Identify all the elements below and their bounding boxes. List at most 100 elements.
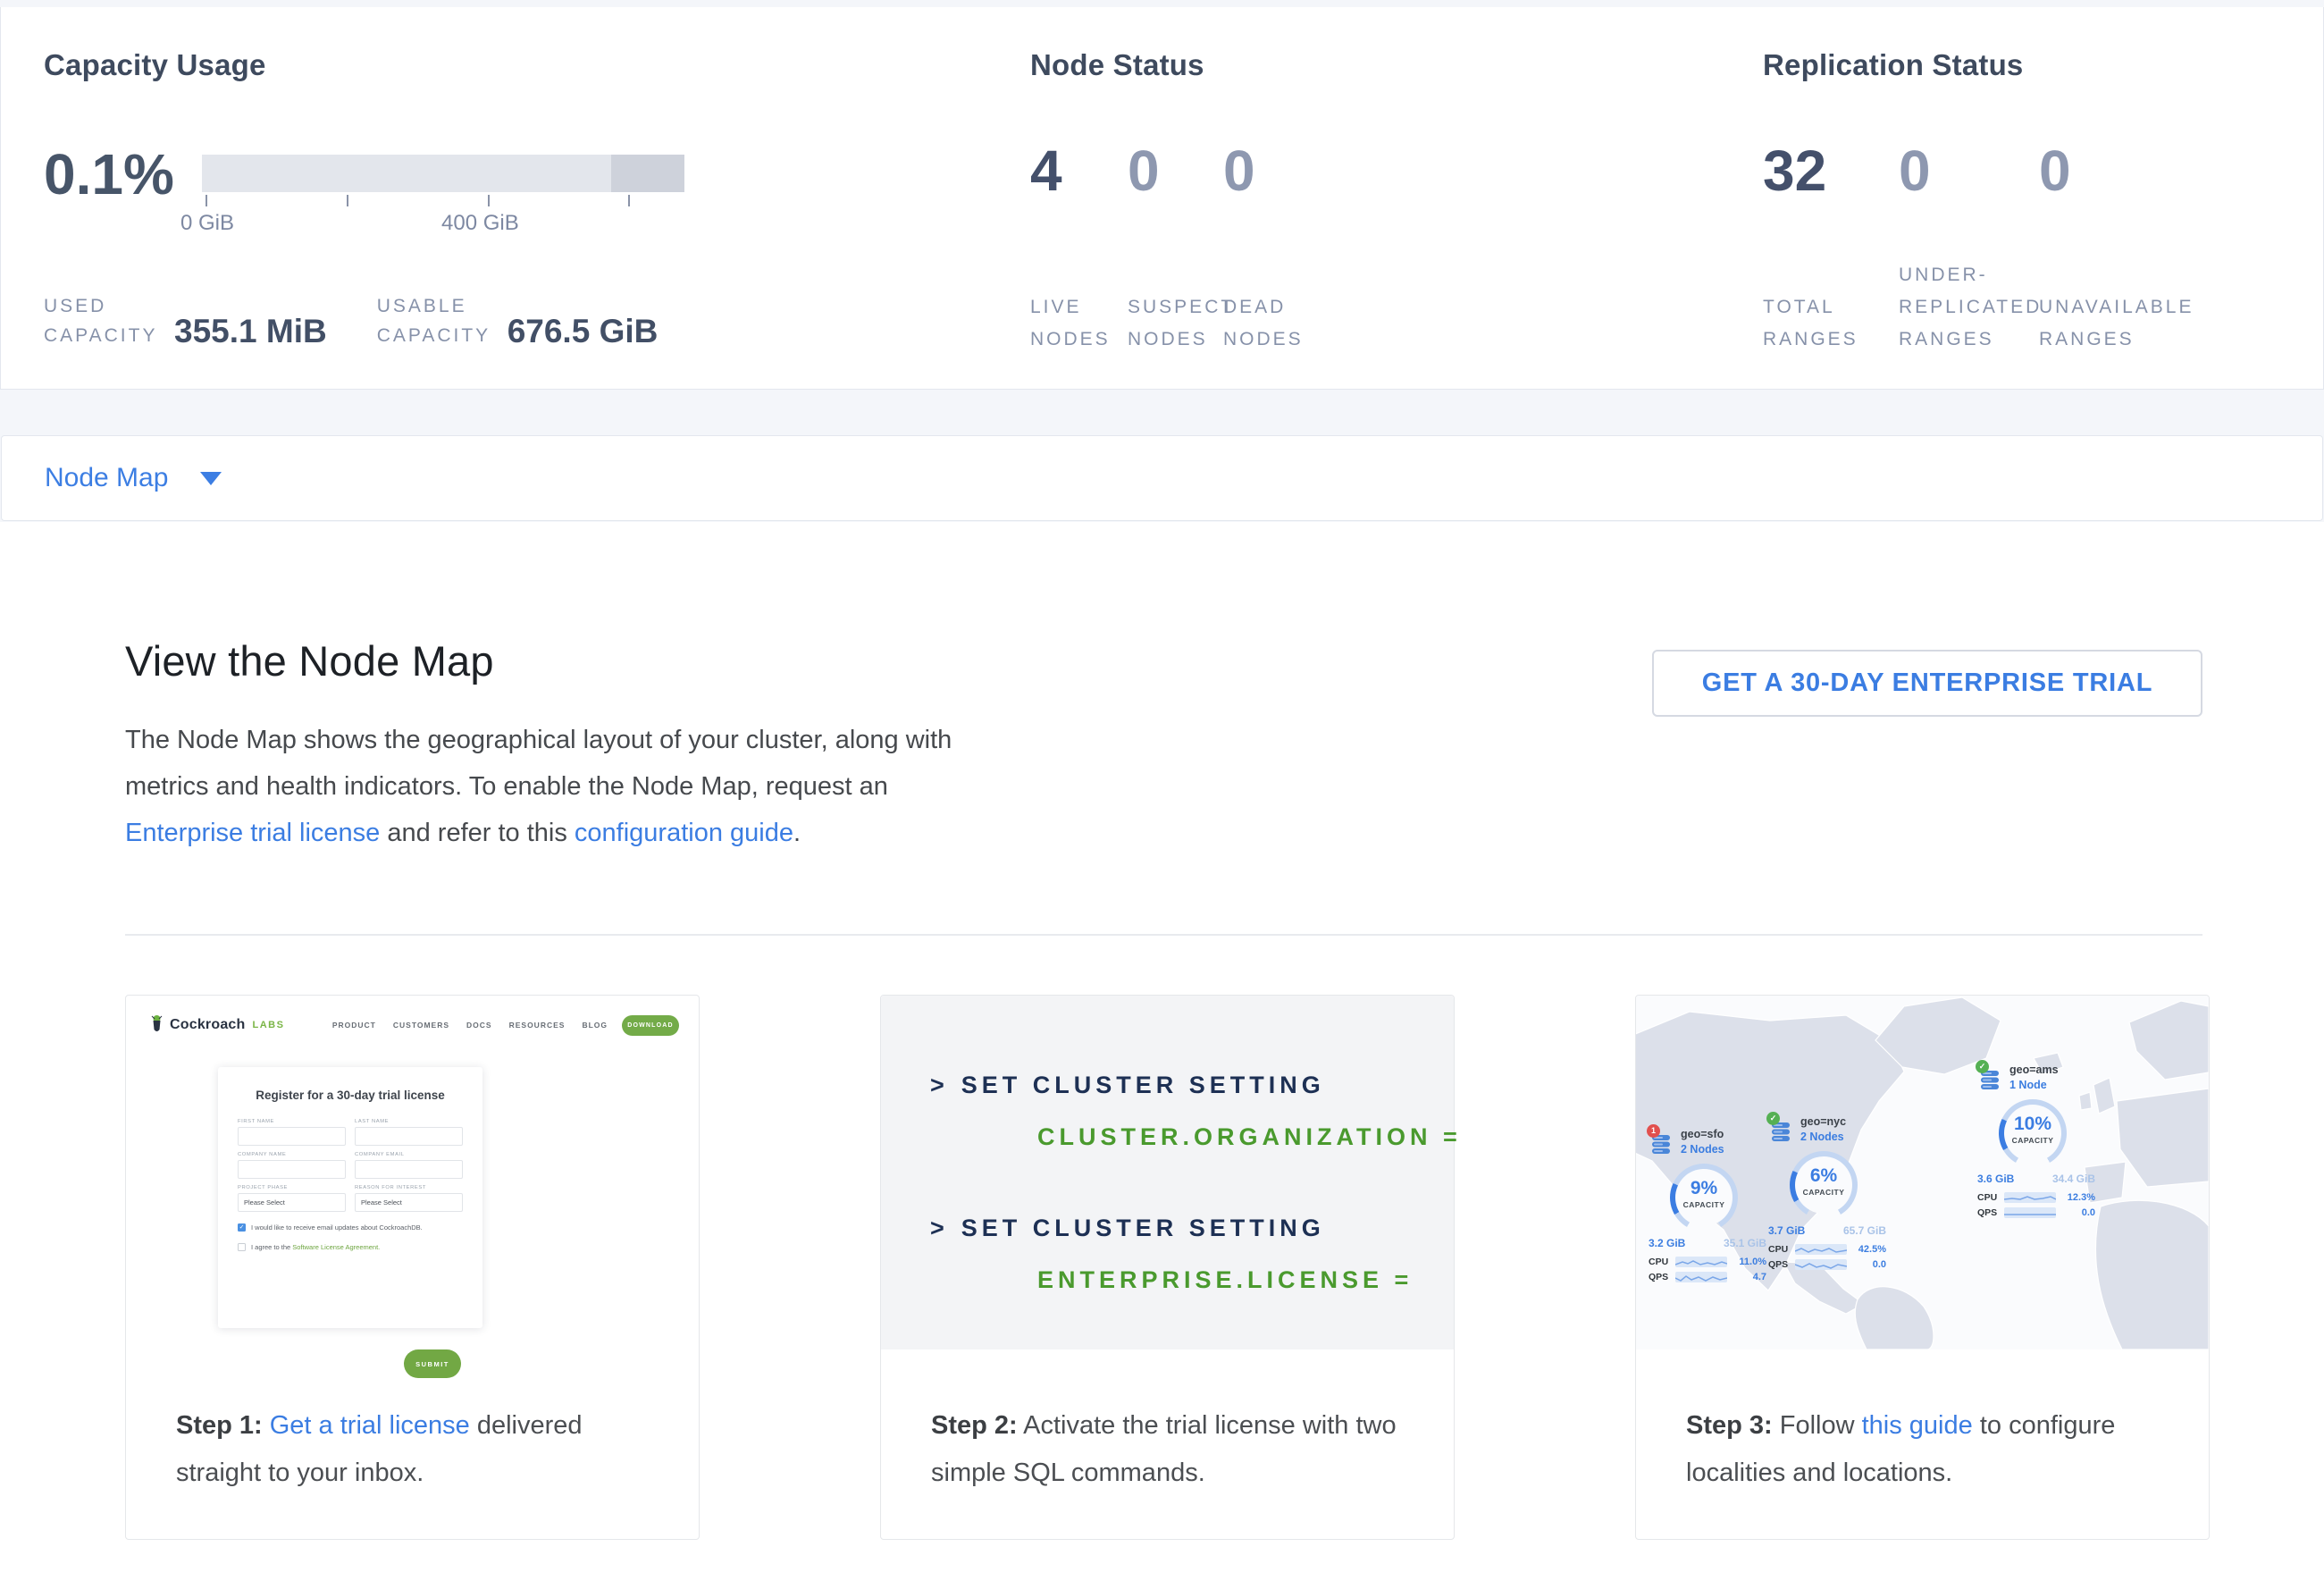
cockroach-bug-icon [151, 1015, 163, 1031]
live-nodes-label: LIVE NODES [1030, 297, 1111, 349]
last-name-input [355, 1127, 463, 1146]
view-selector-dropdown[interactable]: Node Map [1, 435, 2323, 521]
section-divider [125, 934, 2202, 936]
enterprise-trial-license-link[interactable]: Enterprise trial license [125, 819, 381, 847]
mini-nav-blog: BLOG [582, 1021, 608, 1030]
project-phase-select: Please Select [238, 1193, 346, 1212]
step3-card: 1 geo=sfo 2 Nodes 9% CAPACITY 3.2 GiB [1635, 995, 2210, 1540]
capacity-caption: CAPACITY [1802, 1188, 1845, 1197]
sql-arg-1: CLUSTER.ORGANIZATION = [1037, 1123, 1462, 1150]
step3-caption: Step 3: Follow this guide to configure l… [1686, 1411, 2116, 1487]
step3-prefix: Step 3: [1686, 1411, 1773, 1440]
region-name: geo=nyc [1800, 1115, 1847, 1128]
cluster-summary-bar: Capacity Usage 0.1% 0 GiB 400 GiB USED C… [0, 7, 2324, 390]
sql-prompt-1: > [930, 1072, 949, 1098]
capacity-usage-section: Capacity Usage 0.1% 0 GiB 400 GiB USED C… [44, 7, 982, 389]
mini-nav-product: PRODUCT [331, 1021, 376, 1030]
cpu-label: CPU [1768, 1244, 1789, 1255]
brand-name: Cockroach [170, 1017, 246, 1032]
first-name-label: FIRST NAME [238, 1119, 274, 1124]
cpu-value: 42.5% [1858, 1244, 1886, 1255]
used-gib: 3.2 GiB [1649, 1237, 1686, 1249]
suspect-nodes-label: SUSPECT NODES [1128, 297, 1235, 349]
region-ams: ✓ geo=ams 1 Node 10% CAPACITY 3.6 GiB [1976, 1060, 2095, 1218]
total-ranges-label: TOTAL RANGES [1763, 297, 1858, 349]
view-selector-label[interactable]: Node Map [45, 463, 169, 492]
enterprise-trial-button[interactable]: GET A 30-DAY ENTERPRISE TRIAL [1652, 650, 2202, 717]
agree-checkbox [238, 1243, 246, 1251]
capacity-percent: 10% [2013, 1114, 2052, 1134]
qps-label: QPS [1649, 1272, 1669, 1282]
sql-commands-panel: > SET CLUSTER SETTING CLUSTER.ORGANIZATIO… [881, 996, 1457, 1349]
capacity-percent: 0.1% [44, 142, 174, 206]
qps-value: 0.0 [1872, 1259, 1886, 1270]
configuration-guide-link[interactable]: configuration guide [574, 819, 793, 847]
suspect-nodes-stat: 0 SUSPECT NODES [1128, 139, 1232, 356]
mini-submit-button: SUBMIT [404, 1349, 461, 1378]
cockroach-labs-logo: Cockroach LABS [149, 1014, 284, 1036]
database-icon [1772, 1122, 1790, 1141]
mini-nav-customers: CUSTOMERS [392, 1021, 450, 1030]
qps-sparkline [1795, 1259, 1847, 1270]
capacity-usage-title: Capacity Usage [44, 48, 266, 81]
region-node-count: 2 Nodes [1681, 1143, 1724, 1156]
cpu-sparkline [1675, 1257, 1727, 1267]
registration-screenshot: Cockroach LABS PRODUCT CUSTOMERS DOCS RE… [126, 996, 699, 1396]
qps-value: 0.0 [2081, 1207, 2095, 1218]
intro-description: The Node Map shows the geographical layo… [125, 717, 976, 856]
tick-label-zero: 0 GiB [180, 211, 235, 235]
sql-arg-2: ENTERPRISE.LICENSE = [1037, 1266, 1414, 1293]
chevron-down-icon [200, 471, 222, 485]
get-trial-license-link[interactable]: Get a trial license [269, 1411, 470, 1440]
trial-license-form: Register for a 30-day trial license FIRS… [218, 1067, 482, 1378]
error-badge-icon: 1 [1647, 1124, 1660, 1138]
qps-label: QPS [1768, 1259, 1789, 1270]
used-gib: 3.6 GiB [1977, 1173, 2015, 1185]
qps-label: QPS [1977, 1207, 1998, 1218]
sql-command-1: SET CLUSTER SETTING [961, 1072, 1325, 1098]
total-gib: 65.7 GiB [1842, 1224, 1886, 1237]
used-capacity-label: USED CAPACITY [44, 296, 158, 346]
under-replicated-label: UNDER-REPLICATED RANGES [1899, 265, 2043, 349]
node-status-title: Node Status [1030, 48, 1204, 81]
qps-value: 4.7 [1752, 1272, 1766, 1282]
used-capacity-value: 355.1 MiB [174, 313, 327, 349]
cpu-sparkline [2004, 1192, 2056, 1203]
intro-text-2: and refer to this [380, 819, 575, 847]
sql-prompt-2: > [930, 1215, 949, 1241]
region-name: geo=ams [2009, 1064, 2059, 1076]
world-map [1636, 996, 2209, 1349]
suspect-nodes-value: 0 [1128, 139, 1160, 203]
mini-site-nav: PRODUCT CUSTOMERS DOCS RESOURCES BLOG [332, 1021, 608, 1030]
database-icon [1981, 1071, 1999, 1089]
last-name-label: LAST NAME [355, 1119, 390, 1124]
license-agreement-link: Software License Agreement. [292, 1243, 381, 1251]
step1-caption: Step 1: Get a trial license delivered st… [176, 1411, 583, 1487]
capacity-percent: 6% [1809, 1165, 1838, 1186]
dead-nodes-label: DEAD NODES [1223, 297, 1304, 349]
mini-nav-docs: DOCS [466, 1021, 492, 1030]
qps-sparkline [2004, 1207, 2056, 1218]
step2-prefix: Step 2: [931, 1411, 1018, 1440]
capacity-percent: 9% [1690, 1178, 1718, 1198]
cpu-value: 12.3% [2067, 1192, 2095, 1203]
intro-text-3: . [793, 819, 801, 847]
node-status-section: Node Status 4 LIVE NODES 0 SUSPECT NODES… [1030, 7, 1656, 389]
replication-status-section: Replication Status 32 TOTAL RANGES 0 UND… [1763, 7, 2317, 389]
reason-label: REASON FOR INTEREST [355, 1185, 427, 1190]
region-node-count: 1 Node [2009, 1079, 2047, 1091]
step2-caption: Step 2: Activate the trial license with … [931, 1411, 1397, 1487]
project-phase-label: PROJECT PHASE [238, 1185, 289, 1190]
this-guide-link[interactable]: this guide [1861, 1411, 1973, 1440]
dead-nodes-value: 0 [1223, 139, 1255, 203]
tick-label-400: 400 GiB [441, 211, 519, 235]
usable-capacity-label: USABLE CAPACITY [376, 296, 491, 346]
step1-card: Cockroach LABS PRODUCT CUSTOMERS DOCS RE… [125, 995, 700, 1540]
node-map-placeholder-panel: View the Node Map The Node Map shows the… [0, 522, 2324, 1589]
unavailable-ranges-value: 0 [2039, 139, 2071, 203]
capacity-caption: CAPACITY [1682, 1200, 1725, 1209]
live-nodes-stat: 4 LIVE NODES [1030, 141, 1128, 356]
under-replicated-value: 0 [1899, 139, 1931, 203]
capacity-gauge-track [202, 155, 684, 192]
total-gib: 34.4 GiB [2051, 1173, 2095, 1185]
